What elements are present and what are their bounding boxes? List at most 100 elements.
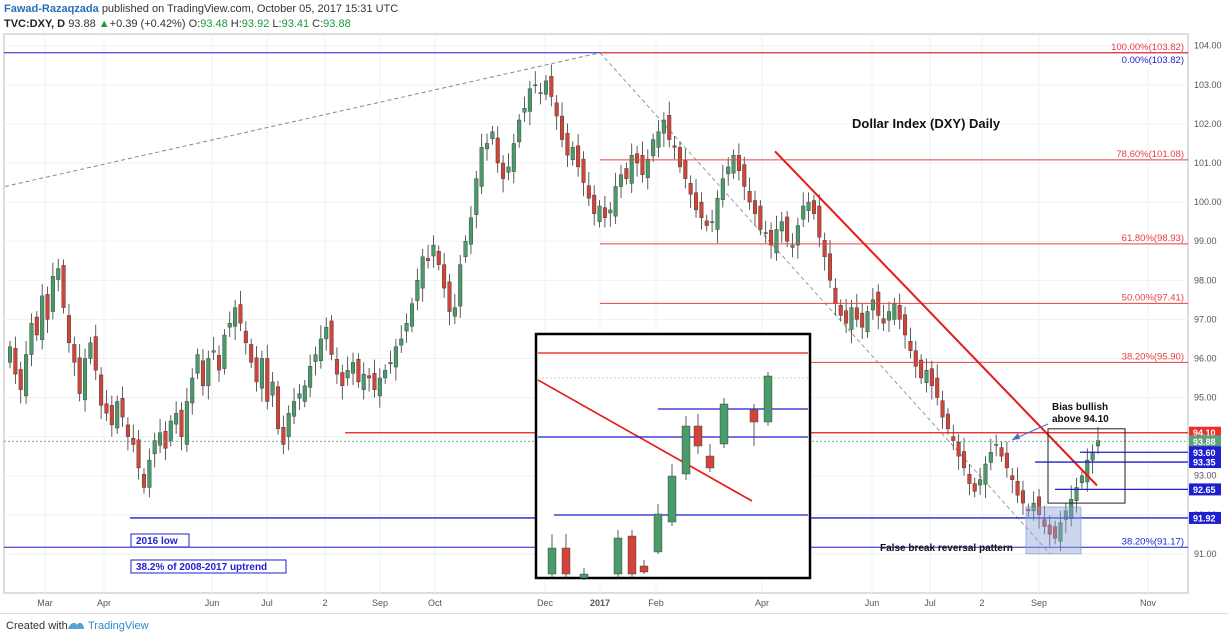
price-tag-label: 93.88 — [1193, 437, 1216, 447]
bias-label-1: Bias bullish — [1052, 402, 1108, 413]
candle-body — [929, 368, 934, 387]
candle-body — [747, 190, 752, 203]
low-2016-label: 2016 low — [136, 536, 178, 547]
candle-body — [849, 307, 854, 330]
y-tick-label: 91.00 — [1194, 549, 1217, 559]
x-tick-label: Apr — [97, 598, 111, 608]
candle-body — [844, 310, 849, 324]
candle-body — [1047, 524, 1052, 535]
candle-body — [238, 304, 243, 324]
candle-body — [570, 147, 575, 161]
author-name[interactable]: Fawad-Razaqzada — [4, 3, 99, 15]
candle-body — [865, 311, 870, 333]
x-tick-label: Feb — [648, 598, 664, 608]
inset-candle-body — [719, 403, 729, 445]
candle-body — [903, 314, 908, 336]
y-tick-label: 101.00 — [1194, 158, 1222, 168]
candle-body — [324, 326, 329, 340]
tradingview-brand[interactable]: TradingView — [88, 620, 149, 632]
candle-body — [822, 240, 827, 258]
candle-body — [940, 400, 945, 418]
candle-body — [1074, 487, 1079, 501]
candle-body — [881, 318, 886, 324]
x-tick-label: Jul — [924, 598, 936, 608]
candle-body — [243, 330, 248, 344]
candle-body — [447, 281, 452, 312]
inset-candle-body — [705, 455, 715, 469]
candle-body — [1063, 510, 1068, 520]
candle-body — [367, 375, 372, 379]
candle-body — [661, 119, 666, 134]
fib-level-label: 100.00%(103.82) — [1111, 42, 1184, 53]
candle-body — [259, 358, 264, 389]
fib-level-label: 38.20%(91.17) — [1122, 536, 1184, 547]
candle-body — [592, 194, 597, 215]
candle-body — [763, 232, 768, 234]
candle-body — [801, 205, 806, 220]
candle-body — [99, 374, 104, 406]
candle-body — [1058, 522, 1063, 542]
candle-body — [972, 483, 977, 492]
price-tag-label: 91.92 — [1193, 513, 1216, 523]
candle-body — [383, 369, 388, 379]
candle-body — [517, 119, 522, 143]
candle-body — [442, 264, 447, 289]
price-tag-label: 94.10 — [1193, 428, 1216, 438]
candle-body — [913, 350, 918, 367]
candle-body — [549, 76, 554, 97]
candle-body — [45, 294, 50, 320]
y-tick-label: 100.00 — [1194, 197, 1222, 207]
candle-body — [152, 440, 157, 455]
candle-body — [125, 424, 130, 437]
candle-body — [683, 160, 688, 179]
candle-body — [40, 295, 45, 340]
candle-body — [506, 166, 511, 173]
downtrend-line — [774, 150, 1098, 487]
candle-body — [1042, 519, 1047, 527]
open-label: O: — [188, 18, 201, 30]
candle-body — [56, 268, 61, 280]
candle-body — [297, 393, 302, 399]
candle-body — [967, 473, 972, 484]
candle-body — [897, 305, 902, 320]
x-tick-label: Apr — [755, 598, 769, 608]
uptrend-box — [130, 559, 287, 574]
candle-body — [795, 225, 800, 246]
candle-body — [254, 357, 259, 383]
chart-canvas[interactable]: 104.00 103.00 102.00 101.00 100.00 99.00 98.00… — [0, 0, 1228, 613]
candle-body — [758, 205, 763, 230]
price-tag-bg — [1189, 483, 1221, 496]
candle-body — [533, 84, 538, 87]
candle-body — [18, 369, 23, 390]
candle-body — [618, 174, 623, 187]
candle-body — [485, 143, 490, 150]
candle-body — [184, 401, 189, 445]
candle-body — [490, 131, 495, 139]
candle-body — [217, 355, 222, 371]
symbol-name: TVC:DXY, D — [4, 18, 66, 30]
price-tag-label: 93.35 — [1193, 458, 1216, 468]
false-break-highlight — [1025, 506, 1082, 555]
candle-body — [200, 360, 205, 387]
price-tag-label: 92.65 — [1193, 485, 1216, 495]
candle-body — [334, 359, 339, 375]
x-tick-label: Jun — [205, 598, 220, 608]
candle-body — [769, 230, 774, 246]
y-tick-label: 93.00 — [1194, 471, 1217, 481]
candle-body — [935, 377, 940, 398]
candle-body — [281, 427, 286, 445]
candle-body — [522, 108, 527, 113]
y-tick-label: 97.00 — [1194, 314, 1217, 324]
candle-body — [50, 276, 55, 312]
candle-body — [29, 323, 34, 355]
high-value: 93.92 — [241, 18, 270, 30]
candle-body — [179, 409, 184, 437]
bias-arrow-icon — [1012, 433, 1020, 440]
candle-body — [308, 366, 313, 388]
candle-body — [527, 88, 532, 112]
zoom-region-box — [1047, 428, 1126, 504]
candle-body — [211, 350, 216, 353]
candle-body — [828, 253, 833, 281]
candle-body — [983, 463, 988, 485]
candle-body — [24, 354, 29, 397]
